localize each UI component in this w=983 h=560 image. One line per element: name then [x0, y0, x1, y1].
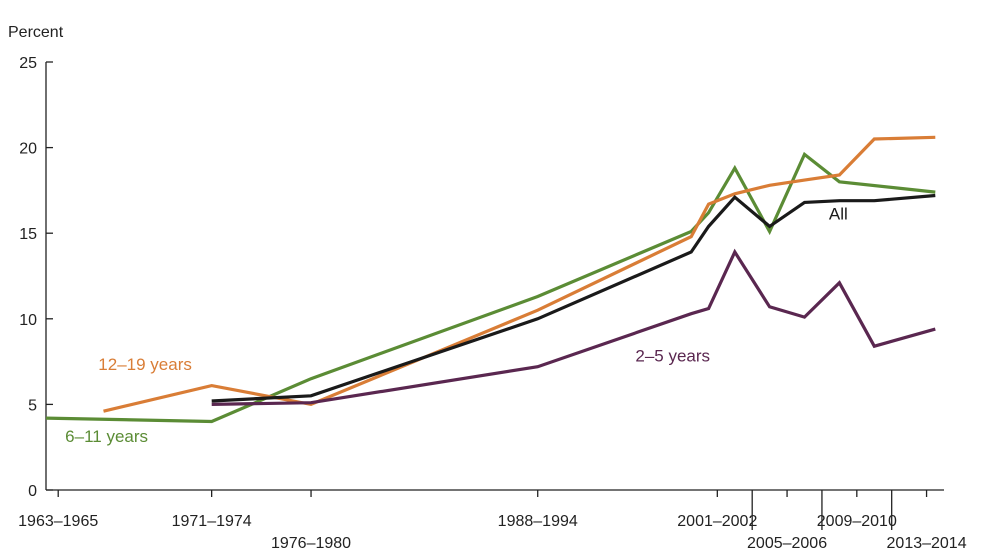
- series-label: 2–5 years: [635, 347, 710, 366]
- series-line-1: [103, 135, 936, 413]
- x-tick-label: 2001–2002: [677, 513, 757, 530]
- series-label: All: [829, 205, 848, 224]
- y-tick-label: 0: [28, 483, 37, 500]
- y-axis: 0 5 10 15 20 25: [19, 55, 53, 500]
- series-line-3: [211, 193, 936, 403]
- y-tick-label: 20: [19, 141, 37, 158]
- series-label: 12–19 years: [98, 355, 192, 374]
- series-line-0: [45, 151, 936, 424]
- x-axis: 1963–1965 1971–1974 1976–1980 1988–1994 2001…: [18, 489, 967, 552]
- x-tick-label: 2005–2006: [747, 535, 827, 552]
- x-tick-label: 1971–1974: [172, 513, 252, 530]
- series-lines: [45, 135, 936, 424]
- y-tick-label: 25: [19, 55, 37, 72]
- series-labels: 12–19 years 6–11 years 2–5 years All: [65, 205, 848, 447]
- y-tick-label: 5: [28, 397, 37, 414]
- x-tick-label: 1963–1965: [18, 513, 98, 530]
- x-tick-label: 1976–1980: [271, 535, 351, 552]
- y-tick-label: 15: [19, 226, 37, 243]
- y-tick-label: 10: [19, 312, 37, 329]
- x-tick-label: 2013–2014: [887, 535, 967, 552]
- x-tick-label: 2009–2010: [817, 513, 897, 530]
- series-label: 6–11 years: [65, 427, 148, 446]
- series-line-2: [211, 248, 936, 406]
- x-tick-label: 1988–1994: [498, 513, 578, 530]
- y-axis-title: Percent: [8, 24, 64, 41]
